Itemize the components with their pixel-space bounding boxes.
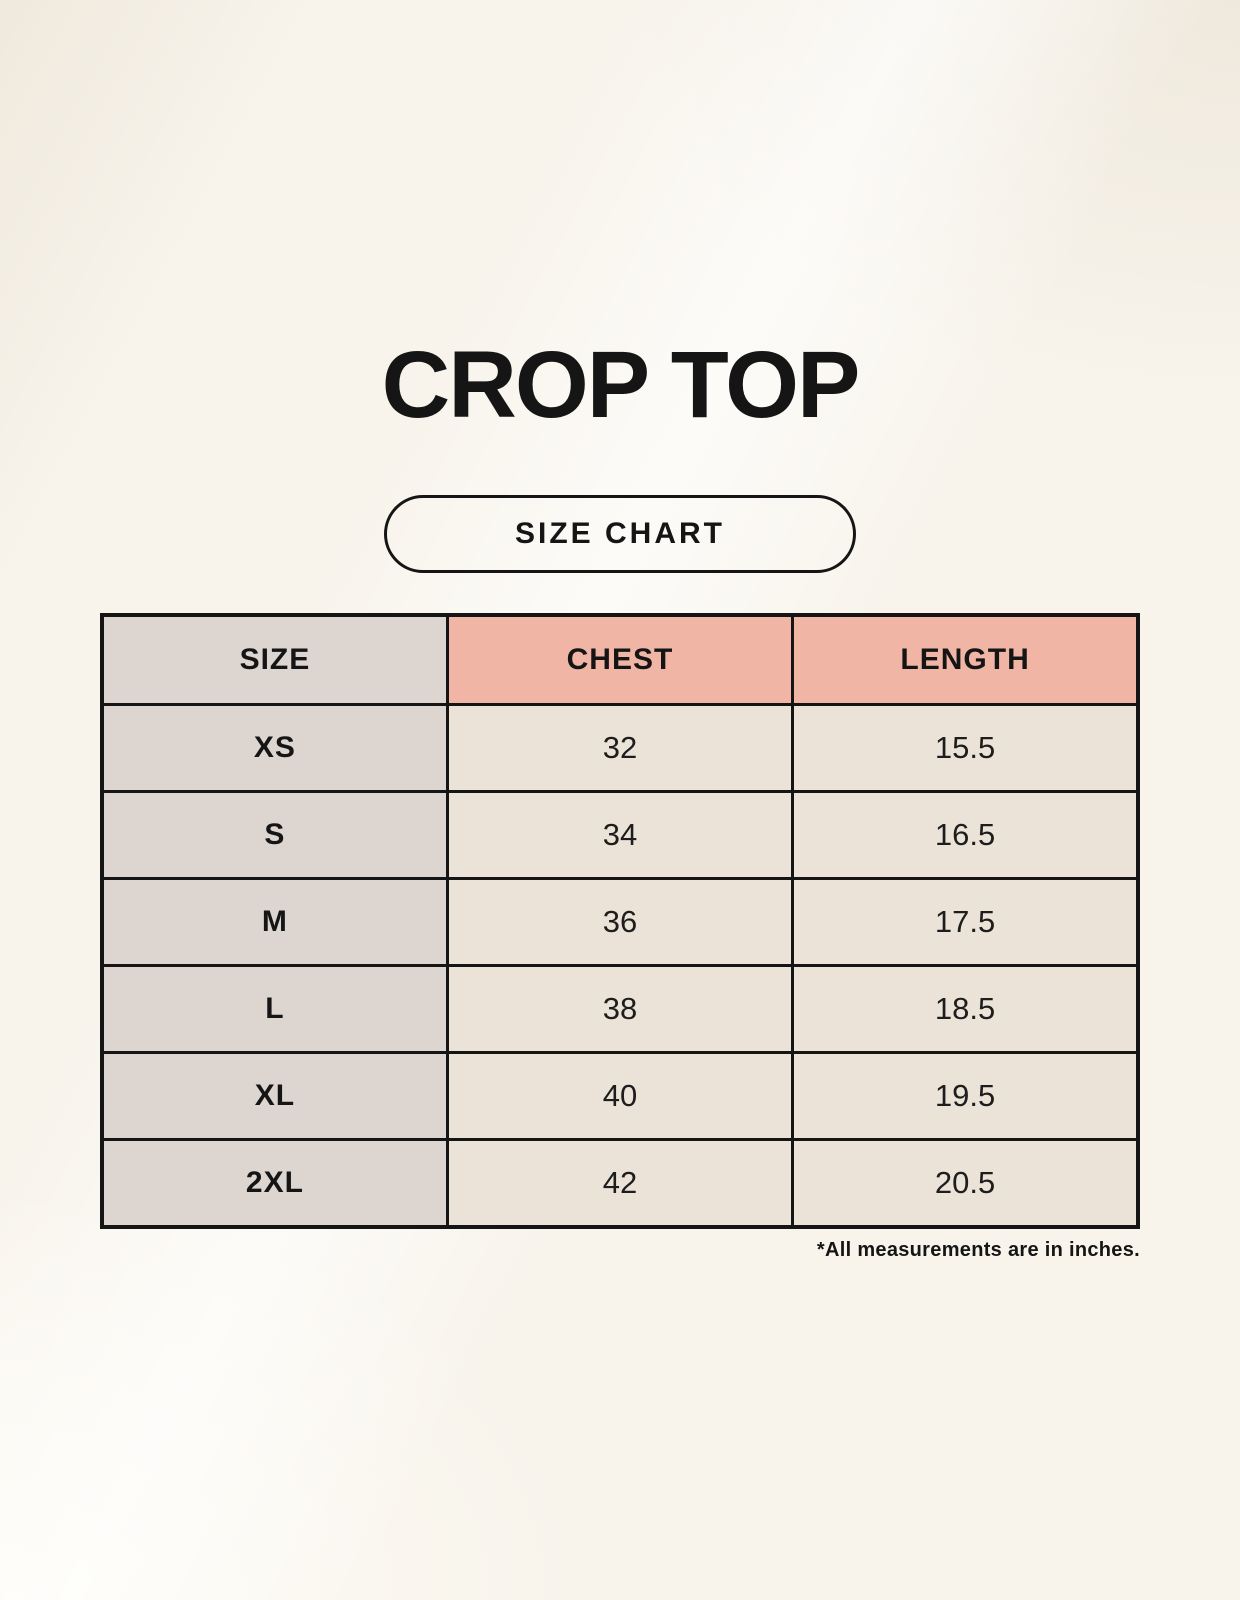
size-label-cell: 2XL bbox=[100, 1138, 449, 1229]
measurement-cell: 32 bbox=[445, 703, 795, 793]
table-row: S 34 16.5 bbox=[100, 790, 1140, 880]
measurement-cell: 15.5 bbox=[791, 703, 1140, 793]
size-label-cell: XL bbox=[100, 1051, 449, 1141]
table-header-cell: CHEST bbox=[445, 613, 795, 706]
measurement-cell: 42 bbox=[445, 1138, 795, 1229]
size-label-cell: M bbox=[100, 877, 449, 967]
size-chart-table: SIZE CHEST LENGTH XS 32 15.5 S 34 16.5 M 36 17.5 L 3… bbox=[100, 613, 1140, 1229]
size-chart-table-head: SIZE CHEST LENGTH bbox=[100, 613, 1140, 706]
table-row: XL 40 19.5 bbox=[100, 1051, 1140, 1141]
size-label-cell: S bbox=[100, 790, 449, 880]
table-row: L 38 18.5 bbox=[100, 964, 1140, 1054]
measurement-cell: 17.5 bbox=[791, 877, 1140, 967]
table-row: XS 32 15.5 bbox=[100, 703, 1140, 793]
measurement-cell: 38 bbox=[445, 964, 795, 1054]
size-label-cell: XS bbox=[100, 703, 449, 793]
size-chart-badge-label: SIZE CHART bbox=[515, 517, 725, 550]
size-chart-table-body: XS 32 15.5 S 34 16.5 M 36 17.5 L 38 18.5 XL 40 19.5 2XL… bbox=[100, 703, 1140, 1229]
page-title: CROP TOP bbox=[381, 332, 861, 438]
measurement-cell: 34 bbox=[445, 790, 795, 880]
measurements-note: *All measurements are in inches. bbox=[816, 1239, 1140, 1261]
measurement-cell: 18.5 bbox=[791, 964, 1140, 1054]
measurement-cell: 40 bbox=[445, 1051, 795, 1141]
table-header-row: SIZE CHEST LENGTH bbox=[100, 613, 1140, 706]
table-header-cell: LENGTH bbox=[791, 613, 1140, 706]
measurement-cell: 36 bbox=[445, 877, 795, 967]
size-chart-badge: SIZE CHART bbox=[384, 495, 856, 573]
measurement-cell: 19.5 bbox=[791, 1051, 1140, 1141]
table-header-cell: SIZE bbox=[100, 613, 449, 706]
size-label-cell: L bbox=[100, 964, 449, 1054]
table-row: 2XL 42 20.5 bbox=[100, 1138, 1140, 1229]
measurement-cell: 20.5 bbox=[791, 1138, 1140, 1229]
table-row: M 36 17.5 bbox=[100, 877, 1140, 967]
measurement-cell: 16.5 bbox=[791, 790, 1140, 880]
